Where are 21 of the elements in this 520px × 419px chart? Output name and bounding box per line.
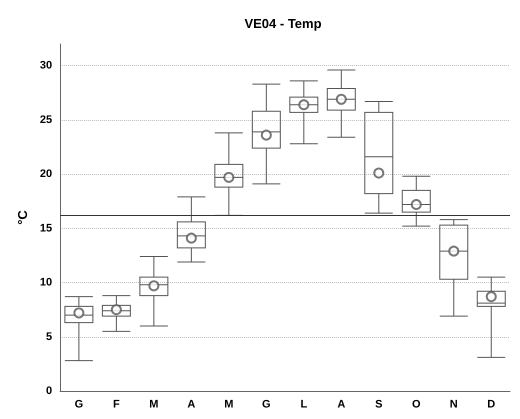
x-tick-label: L xyxy=(300,398,308,410)
x-tick-label: D xyxy=(487,398,496,410)
y-tick-label: 0 xyxy=(46,385,52,397)
y-tick-label: 20 xyxy=(40,168,52,180)
y-tick-label: 5 xyxy=(46,330,52,343)
chart-title: VE04 - Temp xyxy=(244,16,322,31)
y-tick-label: 10 xyxy=(40,276,52,289)
x-tick-label: G xyxy=(74,398,84,410)
x-tick-label: F xyxy=(113,398,120,410)
y-tick-label: 25 xyxy=(40,114,52,126)
x-tick-label: M xyxy=(149,398,158,410)
x-tick-label: N xyxy=(450,398,458,410)
y-tick-label: 30 xyxy=(40,60,52,72)
x-tick-label: G xyxy=(262,398,271,410)
x-tick-label: A xyxy=(187,398,196,410)
x-tick-label: O xyxy=(412,398,421,410)
x-tick-label: S xyxy=(375,398,382,410)
y-axis-title: °C xyxy=(15,210,30,225)
y-tick-label: 15 xyxy=(40,222,52,234)
x-tick-label: M xyxy=(224,398,234,410)
x-tick-label: A xyxy=(337,398,346,410)
